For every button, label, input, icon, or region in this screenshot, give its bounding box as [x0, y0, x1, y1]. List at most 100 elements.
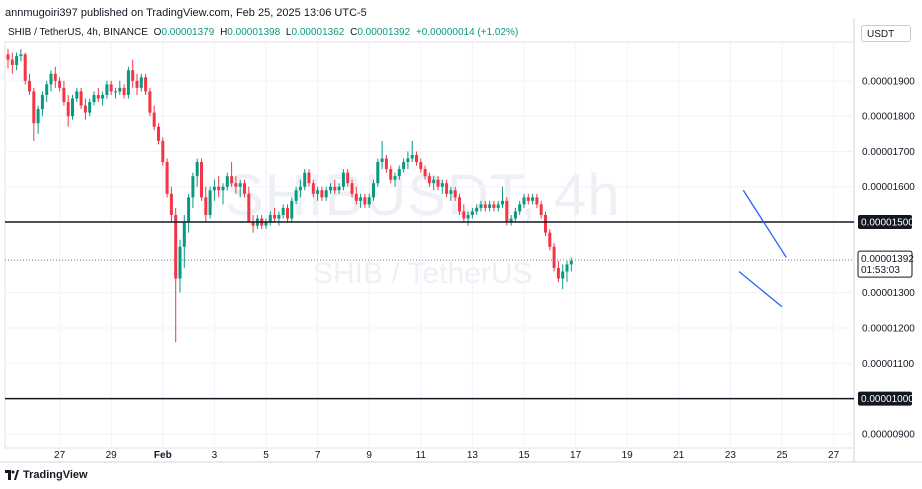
candle-body	[32, 91, 36, 124]
candle-body	[204, 197, 208, 215]
candle-body	[445, 183, 449, 194]
candle-body	[187, 197, 191, 223]
candle-body	[526, 197, 530, 201]
candle-body	[393, 176, 397, 180]
tradingview-logo[interactable]: TradingView	[5, 469, 88, 481]
candle-body	[307, 172, 311, 184]
currency-selector[interactable]: USDT	[861, 25, 911, 42]
x-tick-label: 25	[776, 450, 788, 461]
ohlc-close-label: C	[350, 27, 358, 38]
ohlc-low-value: 0.00001362	[291, 27, 345, 38]
candle-body	[114, 91, 117, 93]
ohlc-open-label: O	[153, 27, 162, 38]
x-tick-label: 21	[673, 450, 685, 461]
candle-body	[221, 186, 225, 191]
candle-body	[423, 169, 427, 177]
y-tick-label: 0.00000900	[862, 429, 915, 440]
candle-body	[522, 197, 526, 205]
plot-frame	[4, 41, 855, 449]
candle-body	[234, 183, 238, 187]
candle-body	[264, 222, 268, 226]
candle-body	[6, 54, 10, 60]
candle-body	[152, 112, 156, 127]
candle-body	[324, 190, 328, 198]
candle-body	[556, 267, 560, 279]
ohlc-high-value: 0.00001398	[227, 27, 281, 38]
ohlc-low-label: L	[285, 27, 292, 38]
tradingview-brand: TradingView	[23, 469, 88, 481]
tradingview-mark-icon	[5, 470, 19, 480]
candle-body	[483, 204, 487, 208]
y-tick-label: 0.00001300	[862, 288, 915, 299]
candle-body	[286, 207, 289, 219]
candle-body	[380, 158, 384, 163]
x-tick-label: 15	[518, 450, 530, 461]
candle-body	[191, 176, 195, 198]
x-tick-label: 5	[263, 450, 269, 461]
candle-body	[303, 172, 307, 187]
candle-body	[384, 158, 388, 170]
candle-body	[298, 186, 302, 191]
candle-body	[10, 59, 14, 65]
candle-body	[397, 169, 401, 177]
grid	[0, 18, 922, 463]
candle-body	[19, 54, 23, 57]
candle-body	[290, 200, 294, 219]
candle-body	[208, 190, 212, 215]
candle-body	[449, 190, 453, 194]
publish-credit: annmugoiri397 published on TradingView.c…	[5, 7, 367, 19]
candle-body	[195, 162, 199, 177]
overlays	[5, 189, 854, 400]
candle-body	[316, 190, 320, 194]
y-tick-label: 0.00001600	[862, 182, 915, 193]
x-tick-label: 13	[467, 450, 479, 461]
candle-body	[96, 94, 100, 99]
level-price-tag	[858, 215, 912, 230]
candle-body	[535, 197, 539, 205]
candle-body	[561, 271, 565, 279]
last-price-tag	[857, 250, 913, 278]
last-price-label: 0.00001392	[861, 254, 914, 265]
candle-body	[359, 197, 363, 201]
candle-body	[406, 158, 410, 163]
candle-body	[548, 232, 552, 247]
candle-body	[238, 183, 242, 187]
candle-body	[367, 197, 371, 205]
candle-body	[470, 211, 474, 215]
candle-body	[389, 169, 393, 180]
candle-body	[552, 246, 556, 268]
candle-body	[66, 102, 70, 117]
candle-body	[131, 70, 135, 81]
candle-body	[427, 176, 431, 184]
countdown-label: 01:53:03	[861, 265, 900, 276]
candle-body	[243, 183, 246, 194]
candle-body	[466, 214, 470, 219]
ohlc-high-label: H	[220, 27, 228, 38]
symbol-name[interactable]: SHIB / TetherUS, 4h, BINANCE	[8, 27, 148, 38]
candle-body	[462, 211, 466, 219]
candle-body	[294, 190, 298, 201]
candle-body	[40, 94, 44, 110]
candle-body	[139, 77, 143, 88]
candle-body	[311, 183, 315, 194]
y-tick-label: 0.00001900	[862, 76, 915, 87]
candle-body	[281, 207, 285, 215]
candle-body	[247, 193, 251, 223]
channel-trendline	[738, 270, 783, 308]
candle-body	[505, 200, 509, 223]
candle-body	[36, 109, 40, 124]
candle-body	[225, 176, 229, 187]
candle-body	[453, 190, 457, 198]
candle-body	[432, 179, 436, 184]
candle-body	[419, 162, 423, 170]
candle-body	[539, 204, 543, 215]
candle-body	[531, 197, 535, 201]
channel-trendline	[742, 189, 787, 258]
candle-body	[273, 214, 277, 219]
candle-body	[320, 190, 324, 198]
axes: 0.00001900 0.00001800 0.00001700 0.00001600…	[54, 76, 915, 461]
candle-body	[329, 186, 332, 191]
x-tick-label: 3	[212, 450, 218, 461]
candle-body	[415, 154, 418, 163]
